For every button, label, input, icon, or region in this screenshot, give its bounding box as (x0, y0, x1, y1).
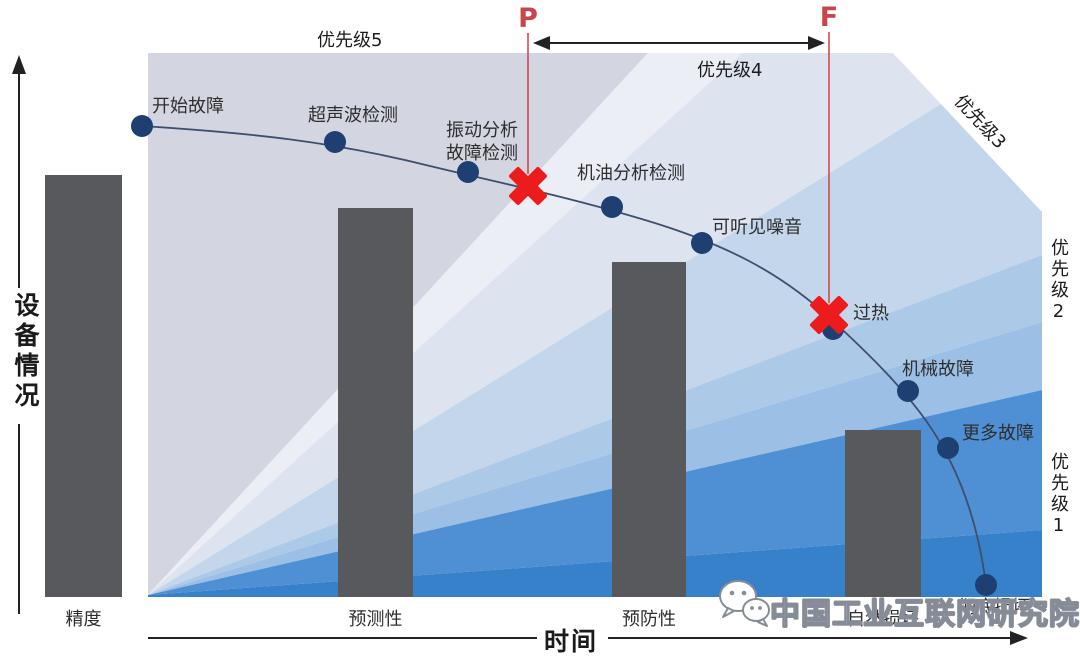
pf-arrow-left-head (533, 36, 550, 50)
label-vibration-line2: 故障检测 (446, 143, 518, 164)
label-start-failure: 开始故障 (152, 96, 224, 117)
label-more-failures: 更多故障 (962, 423, 1034, 444)
point-ultrasonic (324, 131, 346, 153)
bar-label-precision: 精度 (65, 609, 102, 630)
bar-precision (45, 175, 122, 597)
label-oil-analysis: 机油分析检测 (577, 163, 685, 184)
label-ultrasonic: 超声波检测 (308, 105, 398, 126)
point-mechanical-failure (897, 380, 919, 402)
point-vibration (457, 161, 479, 183)
red-x-p-marker (509, 167, 547, 205)
p-marker-letter: P (518, 3, 538, 34)
x-axis-title: 时间 (544, 627, 599, 656)
zone-label-priority5: 优先级5 (317, 30, 383, 51)
label-overheat: 过热 (853, 303, 889, 324)
red-x-f-marker (810, 296, 848, 334)
zone-label-priority2: 优先级2 (1048, 238, 1069, 325)
point-start-failure (131, 115, 153, 137)
y-axis-arrowhead (12, 55, 26, 74)
point-oil-analysis (601, 196, 623, 218)
bar-natural-damage (845, 430, 921, 597)
f-marker-letter: F (819, 2, 839, 33)
point-audible-noise (691, 232, 713, 254)
label-vibration-line1: 振动分析 (446, 120, 518, 141)
bar-label-preventive: 预防性 (622, 609, 676, 630)
point-final-breakdown (975, 574, 997, 596)
zone-label-priority3: 优先级3 (949, 90, 1010, 154)
label-mechanical-failure: 机械故障 (902, 359, 974, 380)
bar-label-natural-damage: 自然损坏 (847, 609, 919, 630)
label-final-breakdown: 彻底损坏 (958, 597, 1030, 618)
zone-label-priority1: 优先级1 (1048, 452, 1069, 539)
bar-preventive (612, 262, 686, 597)
pf-arrow-right-head (808, 36, 825, 50)
bar-label-predictive: 预测性 (348, 609, 403, 630)
point-more-failures (937, 437, 959, 459)
x-axis-arrowhead (1010, 631, 1028, 645)
zone-label-priority4: 优先级4 (697, 60, 763, 81)
label-audible-noise: 可听见噪音 (712, 217, 802, 238)
bar-predictive (338, 208, 413, 597)
y-axis-title: 设备情况 (11, 292, 40, 412)
